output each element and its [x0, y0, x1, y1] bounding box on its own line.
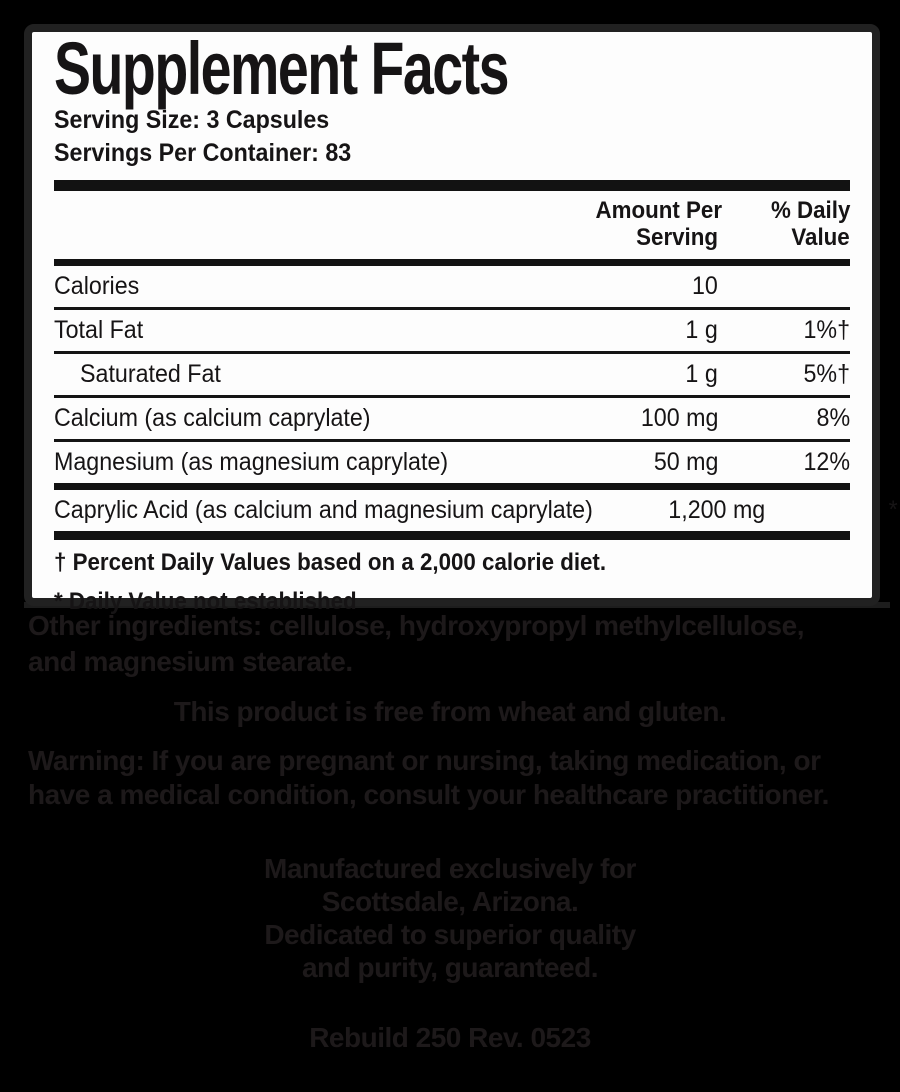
footnote-daily-values: † Percent Daily Values based on a 2,000 … — [54, 549, 607, 576]
servings-per-container-line: Servings Per Container: 83 — [54, 137, 850, 170]
nutrient-amount: 10 — [692, 272, 718, 300]
nutrient-row-calcium: Calcium (as calcium caprylate) 100 mg 8% — [54, 398, 850, 439]
thick-rule-mid — [54, 483, 850, 490]
obscured-other-ingredients: Other ingredients: cellulose, hydroxypro… — [28, 610, 804, 677]
obscured-warning: Warning: If you are pregnant or nursing,… — [28, 745, 829, 810]
nutrient-label: Magnesium (as magnesium caprylate) — [54, 448, 449, 476]
nutrient-amount: 1 g — [685, 360, 718, 388]
nutrient-row-saturated-fat: Saturated Fat 1 g 5%† — [54, 354, 850, 395]
thick-rule-bottom — [54, 531, 850, 540]
nutrient-label: Calcium (as calcium caprylate) — [54, 404, 371, 432]
nutrient-label: Total Fat — [54, 316, 144, 344]
nutrient-label: Saturated Fat — [80, 360, 221, 388]
nutrient-row-magnesium: Magnesium (as magnesium caprylate) 50 mg… — [54, 442, 850, 483]
nutrient-label: Calories — [54, 272, 140, 300]
row-separator — [54, 439, 850, 442]
footnote-asterisk: * Daily Value not established — [54, 588, 357, 615]
table-header-row: Amount Per Serving % Daily Value — [54, 191, 850, 259]
nutrient-amount: 1 g — [685, 316, 718, 344]
thick-rule-header-bottom — [54, 259, 850, 266]
row-separator — [54, 307, 850, 310]
nutrient-dv: 12% — [803, 448, 850, 476]
serving-size-line: Serving Size: 3 Capsules — [54, 104, 850, 137]
nutrient-amount: 1,200 mg — [668, 496, 766, 524]
nutrient-amount: 100 mg — [640, 404, 718, 432]
nutrient-dv: * — [888, 496, 898, 524]
obscured-distributor-block: Manufactured exclusively for Scottsdale,… — [264, 853, 636, 983]
nutrient-amount: 50 mg — [653, 448, 718, 476]
thick-rule-top — [54, 180, 850, 191]
serving-size-text: Serving Size: 3 Capsules — [54, 106, 330, 134]
nutrient-dv: 5%† — [803, 360, 850, 388]
panel-title: Supplement Facts — [54, 27, 510, 110]
column-header-daily-value: % Daily Value — [770, 197, 850, 251]
nutrient-row-caprylic-acid: Caprylic Acid (as calcium and magnesium … — [54, 490, 897, 531]
obscured-revision-line: Rebuild 250 Rev. 0523 — [309, 1022, 591, 1053]
obscured-allergen-line: This product is free from wheat and glut… — [173, 696, 727, 727]
supplement-facts-panel: Supplement Facts Serving Size: 3 Capsule… — [24, 24, 897, 615]
row-separator — [54, 351, 850, 354]
nutrient-dv: 1%† — [803, 316, 850, 344]
nutrient-label: Caprylic Acid (as calcium and magnesium … — [54, 496, 593, 524]
nutrient-row-total-fat: Total Fat 1 g 1%† — [54, 310, 850, 351]
column-header-amount: Amount Per Serving — [595, 197, 723, 251]
servings-per-container-text: Servings Per Container: 83 — [54, 139, 352, 167]
nutrient-row-calories: Calories 10 — [54, 266, 850, 307]
row-separator — [54, 395, 850, 398]
nutrient-dv: 8% — [816, 404, 850, 432]
